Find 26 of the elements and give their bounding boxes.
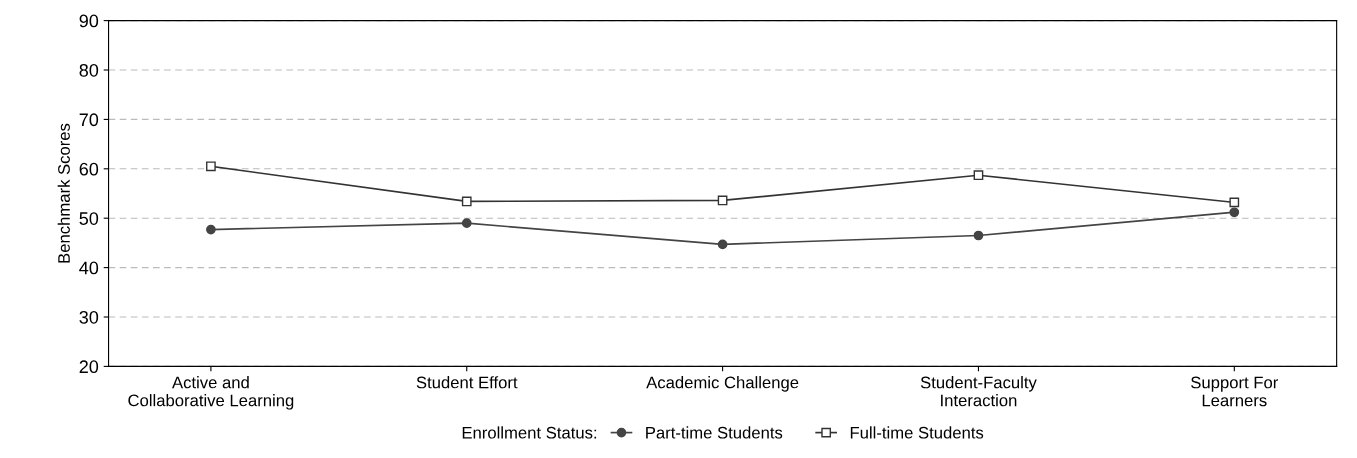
y-axis-title: Benchmark Scores <box>57 123 70 263</box>
y-tick-label: 40 <box>79 261 99 275</box>
x-tick-label: Academic Challenge <box>646 376 799 392</box>
point <box>206 224 216 235</box>
legend-label: Part-time Students <box>646 426 783 439</box>
y-tick-label: 80 <box>79 63 99 77</box>
y-tick-label: 20 <box>79 360 99 374</box>
legend-title: Enrollment Status: <box>462 426 597 439</box>
point <box>973 230 984 241</box>
point <box>461 218 472 229</box>
y-tick-label: 70 <box>79 113 99 127</box>
legend-label: Full-time Students <box>850 426 984 439</box>
y-tick-label: 90 <box>79 14 99 28</box>
x-tick-label: Active and Collaborative Learning <box>128 376 294 410</box>
point <box>206 161 216 172</box>
y-tick-label: 50 <box>79 212 99 225</box>
point <box>461 196 472 207</box>
point <box>717 239 728 250</box>
point <box>1229 197 1240 208</box>
x-tick-label: Student-Faculty Interaction <box>920 376 1037 407</box>
x-tick-label: Student Effort <box>416 376 518 389</box>
y-tick-label: 30 <box>79 310 99 324</box>
point <box>1229 207 1240 218</box>
y-tick-label: 60 <box>79 162 99 176</box>
point <box>973 170 984 181</box>
x-tick-label: Support For Learners <box>1191 376 1279 407</box>
